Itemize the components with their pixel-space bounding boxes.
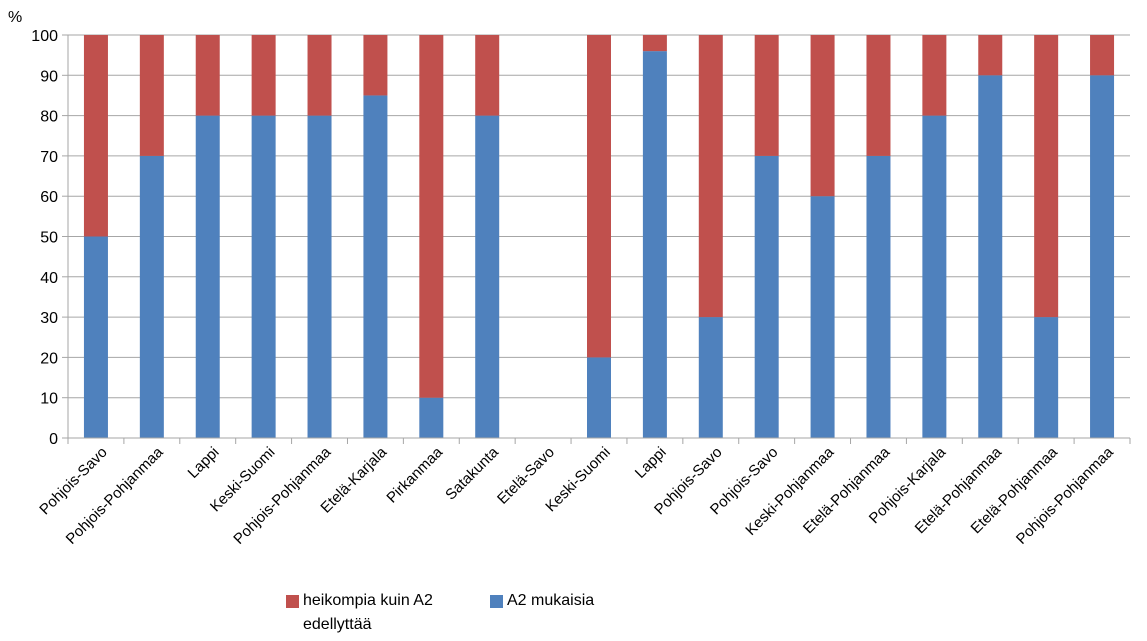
bar-segment-a2-mukaisia [754, 155, 779, 438]
legend-item-a2-mukaisia: A2 mukaisia [490, 592, 697, 613]
bar-segment-heikompia [419, 35, 444, 398]
axes [67, 35, 1131, 444]
x-tick-label: Lappi [185, 444, 223, 482]
legend-label-a2-mukaisia: A2 mukaisia [507, 592, 595, 609]
bar-segment-a2-mukaisia [83, 236, 108, 438]
y-tick-label: 50 [40, 230, 58, 247]
bar-segment-a2-mukaisia [642, 51, 667, 439]
bar-segment-a2-mukaisia [1090, 75, 1115, 439]
bar-segment-heikompia [307, 35, 332, 116]
bar-segment-a2-mukaisia [307, 115, 332, 438]
bar-segment-a2-mukaisia [195, 115, 220, 438]
x-tick-label: Pohjois-Pohjanmaa [63, 443, 167, 547]
y-tick-label: 70 [40, 149, 58, 166]
y-tick-labels: 0 10 20 30 40 50 60 70 80 90 100 [31, 28, 58, 448]
bar-segment-a2-mukaisia [810, 196, 835, 438]
bar-segment-a2-mukaisia [698, 317, 723, 438]
bar-segment-heikompia [195, 35, 220, 116]
bar-segment-heikompia [978, 35, 1003, 76]
legend-item-heikompia: heikompia kuin A2 edellyttää [286, 592, 488, 637]
bar-segment-a2-mukaisia [475, 115, 500, 438]
bar-segment-a2-mukaisia [251, 115, 276, 438]
bar-segment-heikompia [251, 35, 276, 116]
y-axis-label: % [8, 9, 22, 26]
bar-segment-heikompia [1090, 35, 1115, 76]
legend-swatch-blue [490, 595, 503, 608]
bar-segment-heikompia [866, 35, 891, 156]
y-tick-label: 30 [40, 310, 58, 327]
bar-segment-heikompia [922, 35, 947, 116]
x-tick-label: Lappi [632, 444, 670, 482]
bar-segment-heikompia [139, 35, 164, 156]
y-tick-label: 40 [40, 270, 58, 287]
x-tick-label: Satakunta [442, 443, 502, 503]
x-tick-label: Pohjois-Pohjanmaa [230, 443, 334, 547]
y-tick-label: 80 [40, 109, 58, 126]
bar-segment-heikompia [754, 35, 779, 156]
bar-segment-heikompia [1034, 35, 1059, 318]
bar-segment-a2-mukaisia [922, 115, 947, 438]
bar-segment-a2-mukaisia [587, 357, 611, 438]
bar-segment-heikompia [642, 35, 667, 52]
x-tick-label: Pirkanmaa [383, 443, 446, 506]
y-tick-label: 10 [40, 391, 58, 408]
legend-swatch-red [286, 595, 299, 608]
bar-segment-heikompia [587, 35, 611, 358]
y-tick-label: 0 [49, 431, 58, 448]
y-tick-label: 20 [40, 350, 58, 367]
y-tick-label: 90 [40, 68, 58, 85]
bar-segment-a2-mukaisia [363, 95, 388, 438]
legend-label-heikompia: heikompia kuin A2 edellyttää [303, 592, 433, 633]
bar-segment-a2-mukaisia [419, 397, 444, 438]
bar-segment-a2-mukaisia [978, 75, 1003, 439]
bar-segment-heikompia [363, 35, 388, 96]
bar-segment-heikompia [810, 35, 835, 197]
bar-segment-heikompia [698, 35, 723, 318]
y-tick-label: 100 [31, 28, 58, 45]
bar-segment-a2-mukaisia [1034, 317, 1059, 438]
y-tick-label: 60 [40, 189, 58, 206]
x-tick-label: Pohjois-Pohjanmaa [1013, 443, 1117, 547]
bar-segment-heikompia [475, 35, 500, 116]
bar-segment-a2-mukaisia [866, 155, 891, 438]
bars [83, 35, 1115, 439]
bar-segment-heikompia [83, 35, 108, 237]
bar-segment-a2-mukaisia [139, 155, 164, 438]
